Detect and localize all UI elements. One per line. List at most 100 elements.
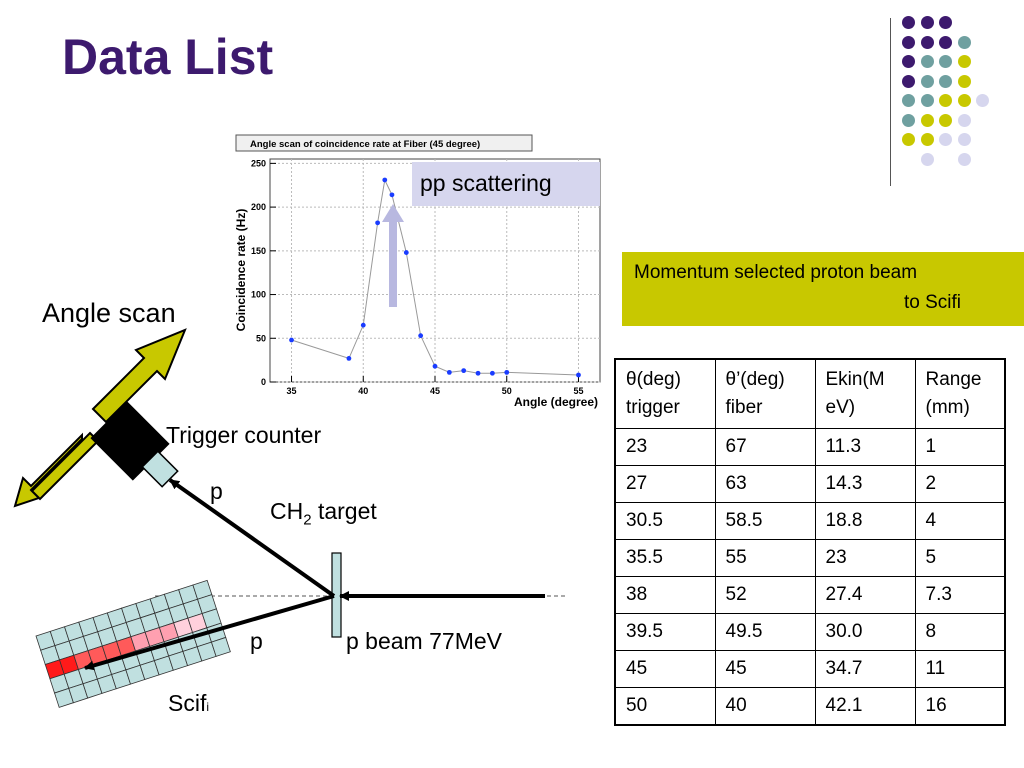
decor-dot [939, 35, 952, 49]
table-cell: 23 [814, 539, 916, 577]
table-cell: 5 [914, 539, 1006, 577]
peak-arrow [382, 204, 404, 307]
trigger-counter-label: Trigger counter [166, 422, 322, 448]
decor-dot [902, 113, 915, 127]
decor-dot [920, 133, 934, 146]
title-divider [890, 18, 891, 186]
table-cell: 50 [614, 687, 716, 726]
decor-dot [939, 94, 952, 107]
table-cell: 8 [914, 613, 1006, 651]
y-tick-label: 150 [251, 246, 266, 256]
table-cell: 16 [914, 687, 1006, 726]
decor-dot [957, 55, 971, 68]
data-point [360, 322, 366, 328]
table-row: 30.5 58.5 18.8 4 [614, 502, 1006, 540]
table-row: 27 63 14.3 2 [614, 465, 1006, 503]
table-cell: 58.5 [714, 502, 816, 540]
decor-dot [939, 74, 952, 88]
header-theta-fiber: θ’(deg) fiber [714, 358, 816, 429]
decor-dot [957, 74, 971, 88]
chart-title-box [235, 134, 533, 152]
data-point [289, 337, 294, 343]
y-tick-label: 250 [251, 158, 266, 168]
pp-scattering-label-box: pp scattering [412, 162, 600, 206]
data-point [576, 372, 581, 378]
table-cell: 14.3 [814, 465, 916, 503]
table-cell: 45 [714, 650, 816, 688]
y-tick-label: 0 [261, 377, 266, 387]
x-tick-label: 45 [430, 386, 440, 396]
table-cell: 30.5 [614, 502, 716, 540]
x-axis-label: Angle (degree) [514, 395, 598, 409]
decor-dot [939, 133, 952, 146]
y-tick-label: 100 [251, 290, 266, 300]
table-cell: 18.8 [814, 502, 916, 540]
decor-dot [957, 113, 971, 127]
proton-label-lower: p [250, 628, 263, 654]
table-cell: 52 [714, 576, 816, 614]
x-tick-label: 40 [358, 386, 368, 396]
data-point [475, 370, 481, 376]
table-row: 39.5 49.5 30.0 8 [614, 613, 1006, 651]
decor-dot [902, 133, 915, 146]
decor-dot [939, 16, 952, 29]
table-row: 38 52 27.4 7.3 [614, 576, 1006, 614]
decor-dot [957, 35, 971, 49]
decor-dot [902, 35, 915, 49]
table-cell: 67 [714, 428, 816, 466]
momentum-note-box: Momentum selected proton beam to Scifi [622, 252, 1024, 326]
decor-dot [957, 94, 971, 107]
decor-dot [920, 94, 934, 107]
table-cell: 38 [614, 576, 716, 614]
slide-title: Data List [62, 29, 274, 85]
data-point [504, 369, 510, 375]
table-row: 23 67 11.3 1 [614, 428, 1006, 466]
table-row: 45 45 34.7 11 [614, 650, 1006, 688]
x-tick-label: 50 [502, 386, 512, 396]
y-tick-label: 200 [251, 202, 266, 212]
data-point [346, 355, 352, 361]
angle-scan-arrow [13, 328, 187, 508]
data-point [432, 363, 438, 369]
pp-scattering-label: pp scattering [420, 170, 552, 196]
table-cell: 1 [914, 428, 1006, 466]
setup-schematic [13, 204, 565, 708]
y-tick-label: 50 [256, 333, 266, 343]
chart-ticks: 35 40 45 50 55 0 50 100 150 200 250 [251, 158, 584, 396]
table-row: 35.5 55 23 5 [614, 539, 1006, 577]
table-cell: 4 [914, 502, 1006, 540]
table-cell: 11 [914, 650, 1006, 688]
data-point [446, 369, 452, 375]
decor-dot [939, 55, 952, 68]
series-points [289, 177, 581, 378]
decor-dot [920, 152, 934, 166]
x-tick-label: 55 [573, 386, 583, 396]
chart-title: Angle scan of coincidence rate at Fiber … [250, 139, 480, 150]
decor-dot [920, 35, 934, 49]
trigger-counter [90, 401, 179, 488]
momentum-note-line2: to Scifi [904, 292, 962, 313]
decor-dot [920, 113, 934, 127]
decor-dot [920, 55, 934, 68]
decor-dot [957, 133, 971, 146]
table-cell: 30.0 [814, 613, 916, 651]
data-point [389, 192, 395, 198]
decor-dot [902, 94, 915, 107]
decor-dot [902, 55, 915, 68]
scifi-cell [210, 636, 231, 657]
y-axis-label: Coincidence rate (Hz) [234, 209, 248, 332]
p-beam-label: p beam 77MeV [346, 628, 502, 654]
table-cell: 49.5 [714, 613, 816, 651]
proton-label-upper: p [210, 478, 223, 504]
table-cell: 35.5 [614, 539, 716, 577]
decor-dot [939, 113, 952, 127]
angle-scan-label: Angle scan [42, 298, 176, 328]
data-point [382, 177, 388, 183]
table-cell: 55 [714, 539, 816, 577]
table-cell: 23 [614, 428, 716, 466]
table-cell: 7.3 [914, 576, 1006, 614]
scifi-detector [35, 579, 231, 708]
data-point [375, 220, 381, 226]
header-range: Range (mm) [914, 358, 1006, 429]
table-cell: 40 [714, 687, 816, 726]
